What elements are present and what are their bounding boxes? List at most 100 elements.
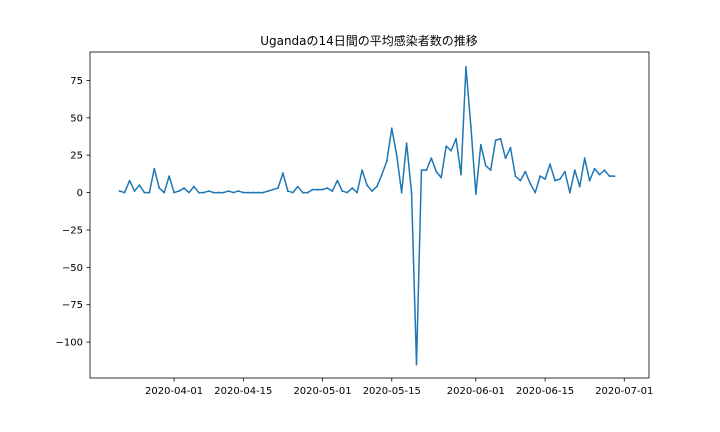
y-tick-label: −100 [56,338,83,349]
data-point [277,187,279,189]
data-point [153,167,156,170]
data-point [336,179,339,182]
data-point [356,191,359,194]
data-point [311,188,314,191]
data-point [519,179,522,182]
data-point [479,143,482,146]
data-point [272,188,274,191]
data-point [529,182,532,185]
data-point [163,191,166,194]
data-point [192,185,195,188]
data-point [128,179,131,182]
data-point [474,193,477,195]
data-point [168,175,171,178]
data-point [445,145,448,148]
data-point [148,191,151,194]
data-point [202,191,205,194]
data-point [183,187,185,189]
data-point [390,127,393,130]
data-point [257,191,260,194]
data-point [346,191,349,194]
data-point [321,188,324,191]
x-tick-label: 2020-06-15 [516,386,574,397]
data-point [286,190,289,192]
axes-frame [89,51,650,379]
data-point [534,191,537,194]
data-point [455,137,457,140]
data-point [420,169,423,172]
y-tick-label: −50 [62,263,83,274]
data-point [242,191,245,194]
data-point [588,179,591,182]
data-point [173,191,176,194]
data-point [376,185,378,188]
data-point [361,169,363,172]
x-tick-label: 2020-06-01 [447,386,505,397]
data-point [544,178,547,181]
data-point [118,190,121,192]
data-point [197,191,200,194]
data-point [578,185,581,188]
plot-area [118,66,616,366]
y-tick-label: −25 [62,225,83,236]
data-point [227,190,230,192]
data-point [341,190,344,192]
data-point [188,191,190,194]
data-point [499,137,502,140]
data-point [222,191,225,194]
x-axis-ticks: 2020-04-01 2020-04-15 2020-05-01 2020-05-15… [145,378,653,397]
data-point [430,157,433,160]
x-tick-label: 2020-07-01 [595,386,653,397]
data-point [603,169,606,172]
data-point [554,179,556,182]
data-point [371,190,373,192]
data-point [247,191,250,194]
y-tick-label: 50 [70,113,83,124]
data-point [133,190,136,192]
data-point [306,191,309,194]
data-point [494,139,497,142]
data-point [405,142,408,145]
data-point [415,363,418,366]
data-point [232,191,235,194]
data-point [123,191,126,194]
data-point [143,191,146,194]
chart-title: Ugandaの14日間の平均感染者数の推移 [260,33,478,48]
data-point [524,170,527,173]
data-point [316,188,319,191]
data-point [608,175,611,178]
data-point [539,175,542,178]
data-point [514,175,517,178]
data-point [212,191,215,194]
data-point [564,170,566,173]
data-point [207,190,210,192]
data-point [573,169,576,172]
data-point [252,191,255,194]
data-point [410,191,413,194]
data-point [282,172,284,175]
data-point [178,190,180,192]
data-point [158,187,161,189]
data-point [351,187,354,189]
data-point [435,170,438,173]
y-tick-label: 75 [70,76,83,87]
data-point [138,184,141,186]
data-point [489,169,492,172]
data-point [583,157,586,160]
data-point [470,125,472,128]
data-point [598,173,601,176]
data-point [450,149,453,152]
data-point [465,66,467,68]
data-point [559,178,561,181]
data-point [267,190,269,192]
data-point [440,176,443,179]
data-point [484,164,487,167]
data-point [425,169,428,172]
y-tick-label: −75 [62,300,83,311]
data-point [593,167,596,170]
data-point [326,187,329,189]
data-point [301,191,304,194]
y-tick-label: 0 [77,188,83,199]
